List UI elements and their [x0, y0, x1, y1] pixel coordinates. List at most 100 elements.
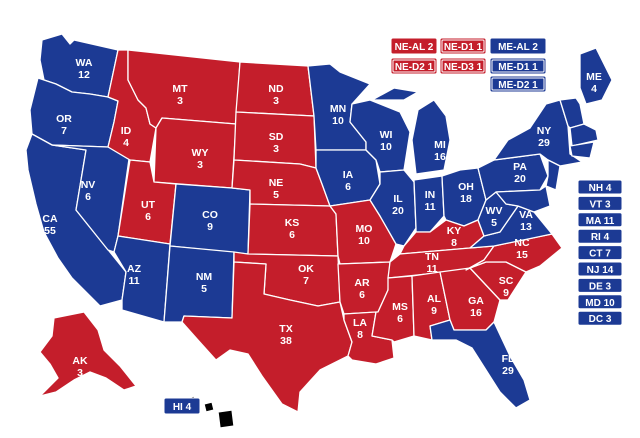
state-ev-wy: 3 — [197, 159, 203, 171]
state-label-ms: MS — [392, 301, 408, 313]
state-AK[interactable] — [39, 311, 137, 397]
state-ev-mt: 3 — [177, 95, 183, 107]
state-label-ny: NY — [537, 125, 552, 137]
state-ev-nc: 15 — [516, 249, 528, 261]
state-MI[interactable] — [371, 87, 451, 175]
state-CT-RI[interactable] — [569, 141, 595, 159]
small-state-box-5[interactable] — [577, 261, 623, 277]
box-ne-d2[interactable] — [390, 57, 438, 75]
state-label-tn: TN — [425, 251, 439, 263]
state-label-ar: AR — [354, 277, 370, 289]
small-state-label-2: MA 11 — [586, 216, 615, 227]
hawaii-box[interactable]: HI 4 — [163, 397, 201, 415]
state-ev-va: 13 — [520, 221, 532, 233]
small-state-label-5: NJ 14 — [587, 265, 614, 276]
state-MD-DE[interactable] — [495, 185, 551, 213]
state-label-me: ME — [586, 71, 602, 83]
state-IL[interactable] — [369, 169, 417, 247]
state-label-ne: NE — [269, 177, 284, 189]
me-al-label: ME-AL 2 — [498, 42, 538, 53]
state-NJ[interactable] — [545, 159, 561, 191]
state-label-ut: UT — [141, 199, 156, 211]
state-ME[interactable] — [579, 47, 613, 105]
small-state-label-0: NH 4 — [589, 183, 612, 194]
box-ne-d3[interactable] — [439, 57, 487, 75]
nebraska-district-boxes: NE-AL 2 NE-D1 1 NE-D2 1 NE-D3 1 — [390, 37, 487, 75]
state-ev-ak: 3 — [77, 367, 83, 379]
box-me-d1[interactable] — [489, 57, 547, 75]
box-me-al[interactable] — [489, 37, 547, 55]
state-label-mo: MO — [356, 223, 373, 235]
box-hi[interactable] — [163, 397, 201, 415]
ne-al-label: NE-AL 2 — [395, 42, 434, 53]
state-label-la: LA — [353, 317, 367, 329]
state-ev-ar: 6 — [359, 289, 365, 301]
small-state-box-3[interactable] — [577, 228, 623, 244]
state-ev-or: 7 — [61, 125, 67, 137]
state-label-pa: PA — [513, 161, 527, 173]
me-d1-label: ME-D1 1 — [498, 62, 538, 73]
state-ev-fl: 29 — [502, 365, 514, 377]
maine-district-boxes: ME-AL 2 ME-D1 1 ME-D2 1 — [489, 37, 547, 93]
state-ev-mi: 16 — [434, 151, 446, 163]
state-label-al: AL — [427, 293, 442, 305]
state-label-oh: OH — [458, 181, 474, 193]
state-ev-sc: 9 — [503, 287, 509, 299]
state-label-nm: NM — [196, 271, 213, 283]
small-state-box-4[interactable] — [577, 245, 623, 261]
state-ev-pa: 20 — [514, 173, 526, 185]
hi-label: HI 4 — [173, 402, 192, 413]
small-state-box-2[interactable] — [577, 212, 623, 228]
state-ev-in: 11 — [424, 201, 435, 213]
state-label-ky: KY — [447, 225, 462, 237]
state-NY[interactable] — [493, 99, 583, 167]
state-label-sc: SC — [499, 275, 514, 287]
state-ev-wa: 12 — [78, 69, 90, 81]
ne-d2-inner-border — [392, 59, 436, 73]
state-ev-mn: 10 — [332, 115, 344, 127]
state-NM[interactable] — [163, 245, 235, 323]
box-ne-d1[interactable] — [439, 37, 487, 55]
state-ev-tn: 11 — [426, 263, 437, 275]
state-ev-ia: 6 — [345, 181, 351, 193]
state-label-ga: GA — [468, 295, 484, 307]
ne-d1-label: NE-D1 1 — [444, 42, 483, 53]
small-state-label-7: MD 10 — [585, 298, 615, 309]
state-NC[interactable] — [465, 233, 563, 273]
state-ev-al: 9 — [431, 305, 437, 317]
small-state-label-1: VT 3 — [589, 199, 611, 210]
state-ev-ok: 7 — [303, 275, 309, 287]
state-label-wv: WV — [486, 205, 503, 217]
small-state-box-6[interactable] — [577, 277, 623, 293]
small-state-box-1[interactable] — [577, 195, 623, 211]
state-ev-ks: 6 — [289, 229, 295, 241]
state-label-ak: AK — [72, 355, 88, 367]
state-ev-ne: 5 — [273, 189, 279, 201]
state-ev-nd: 3 — [273, 95, 279, 107]
state-label-ca: CA — [42, 213, 58, 225]
state-MA[interactable] — [569, 123, 599, 147]
state-NE-states-small — [495, 97, 599, 213]
small-state-box-8[interactable] — [577, 310, 623, 326]
state-label-il: IL — [393, 193, 403, 205]
box-ne-al[interactable] — [390, 37, 438, 55]
state-label-nd: ND — [268, 83, 284, 95]
state-ev-ms: 6 — [397, 313, 403, 325]
state-TX[interactable] — [181, 261, 353, 413]
state-labels: WA12OR7CA55NV6ID4MT3WY3UT6AZ11CO9NM5ND3S… — [42, 57, 601, 379]
state-ev-wi: 10 — [380, 141, 392, 153]
state-ev-ut: 6 — [145, 211, 151, 223]
state-ev-wv: 5 — [491, 217, 497, 229]
small-state-label-8: DC 3 — [589, 314, 612, 325]
state-ev-co: 9 — [207, 221, 213, 233]
state-ev-la: 8 — [357, 329, 363, 341]
state-ev-mo: 10 — [358, 235, 370, 247]
state-label-nv: NV — [81, 179, 96, 191]
small-state-box-0[interactable] — [577, 179, 623, 195]
state-ev-nm: 5 — [201, 283, 207, 295]
small-state-box-7[interactable] — [577, 294, 623, 310]
state-label-id: ID — [121, 125, 132, 137]
state-FL[interactable] — [429, 319, 531, 409]
state-ev-sd: 3 — [273, 143, 279, 155]
box-me-d2[interactable] — [489, 75, 547, 93]
